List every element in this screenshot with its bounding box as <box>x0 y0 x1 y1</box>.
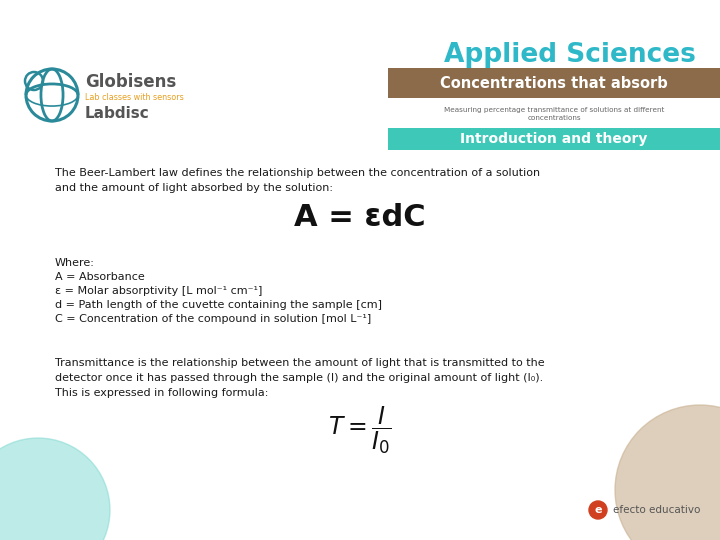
Text: Concentrations that absorb: Concentrations that absorb <box>440 76 668 91</box>
Text: efecto educativo: efecto educativo <box>613 505 701 515</box>
Text: Globisens: Globisens <box>85 73 176 91</box>
Text: A = εdC: A = εdC <box>294 204 426 233</box>
Text: d = Path length of the cuvette containing the sample [cm]: d = Path length of the cuvette containin… <box>55 300 382 310</box>
Text: Measuring percentage transmittance of solutions at different
concentrations: Measuring percentage transmittance of so… <box>444 107 664 122</box>
Text: Labdisc: Labdisc <box>85 106 150 122</box>
Text: Applied Sciences: Applied Sciences <box>444 42 696 68</box>
Circle shape <box>589 501 607 519</box>
Text: $T = \dfrac{I}{I_0}$: $T = \dfrac{I}{I_0}$ <box>328 404 392 456</box>
Circle shape <box>0 438 110 540</box>
Text: Introduction and theory: Introduction and theory <box>460 132 648 146</box>
Text: C = Concentration of the compound in solution [mol L⁻¹]: C = Concentration of the compound in sol… <box>55 314 372 324</box>
Text: Transmittance is the relationship between the amount of light that is transmitte: Transmittance is the relationship betwee… <box>55 358 544 399</box>
Circle shape <box>615 405 720 540</box>
Text: Lab classes with sensors: Lab classes with sensors <box>85 93 184 103</box>
Text: e: e <box>594 505 602 515</box>
Text: ε = Molar absorptivity [L mol⁻¹ cm⁻¹]: ε = Molar absorptivity [L mol⁻¹ cm⁻¹] <box>55 286 262 296</box>
Text: Where:: Where: <box>55 258 95 268</box>
Text: The Beer-Lambert law defines the relationship between the concentration of a sol: The Beer-Lambert law defines the relatio… <box>55 168 540 193</box>
FancyBboxPatch shape <box>388 128 720 150</box>
Text: A = Absorbance: A = Absorbance <box>55 272 145 282</box>
FancyBboxPatch shape <box>388 68 720 98</box>
